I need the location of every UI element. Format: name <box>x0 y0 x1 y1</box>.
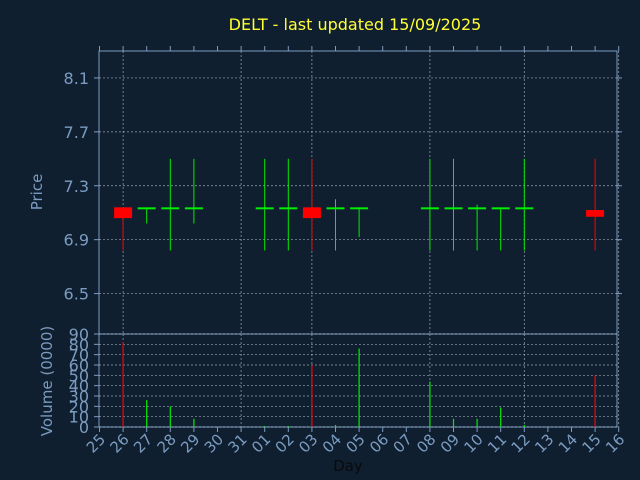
price-tick-label: 7.7 <box>64 123 89 142</box>
candle-body <box>444 207 463 210</box>
x-tick-label: 09 <box>437 430 463 456</box>
candle-body <box>491 207 510 210</box>
candle-body <box>420 207 439 210</box>
x-tick-label: 28 <box>154 430 180 456</box>
x-tick-label: 01 <box>248 430 274 456</box>
volume-tick-label: 10 <box>69 408 89 427</box>
x-tick-label: 14 <box>555 430 581 456</box>
x-tick-label: 08 <box>413 430 439 456</box>
volume-tick-label: 30 <box>69 387 89 406</box>
x-tick-label: 05 <box>342 430 368 456</box>
x-tick-label: 16 <box>602 430 628 456</box>
x-axis: 2526272829303101020304050607080910111213… <box>83 46 628 457</box>
volume-tick-label: 0 <box>79 418 89 437</box>
x-tick-label: 10 <box>460 430 486 456</box>
price-tick-label: 7.3 <box>64 177 89 196</box>
candle-body <box>468 207 487 210</box>
price-tick-label: 8.1 <box>64 69 89 88</box>
candle-body <box>255 207 274 210</box>
x-tick-label: 12 <box>508 430 534 456</box>
x-tick-label: 13 <box>531 430 557 456</box>
candle-body <box>137 207 156 210</box>
volume-tick-label: 90 <box>69 325 89 344</box>
price-axis: 6.5 6.9 7.3 7.7 8.1 <box>64 69 622 304</box>
candle-body <box>279 207 298 210</box>
price-axis-label: Price <box>28 174 46 211</box>
volume-bars <box>122 342 596 427</box>
candle-body <box>184 207 203 210</box>
volume-tick-label: 20 <box>69 397 89 416</box>
candle-body <box>586 210 605 217</box>
x-tick-label: 31 <box>224 430 250 456</box>
x-tick-label: 15 <box>578 430 604 456</box>
volume-tick-label: 50 <box>69 366 89 385</box>
x-tick-label: 11 <box>484 430 510 456</box>
volume-axis-label: Volume (0000) <box>38 326 56 436</box>
candle-body <box>302 207 321 219</box>
candle-body <box>515 207 534 210</box>
price-tick-label: 6.5 <box>64 285 89 304</box>
price-grid <box>99 51 620 334</box>
volume-plot-area <box>98 333 618 428</box>
x-tick-label: 03 <box>295 430 321 456</box>
chart-title: DELT - last updated 15/09/2025 <box>229 15 482 34</box>
x-axis-label: Day <box>333 457 363 475</box>
volume-tick-label: 70 <box>69 346 89 365</box>
x-tick-label: 29 <box>177 430 203 456</box>
candle-body <box>114 207 133 219</box>
candle-body <box>350 207 369 210</box>
volume-tick-label: 40 <box>69 377 89 396</box>
candle-body <box>326 207 345 210</box>
volume-tick-label: 60 <box>69 356 89 375</box>
x-tick-label: 26 <box>106 430 132 456</box>
price-plot-area <box>98 50 618 335</box>
x-tick-label: 02 <box>272 430 298 456</box>
x-tick-label: 30 <box>201 430 227 456</box>
x-tick-label: 04 <box>319 430 345 456</box>
x-tick-label: 07 <box>390 430 416 456</box>
candle-body <box>161 207 180 210</box>
price-tick-label: 6.9 <box>64 231 89 250</box>
x-tick-label: 27 <box>130 430 156 456</box>
volume-tick-label: 80 <box>69 335 89 354</box>
x-tick-label: 06 <box>366 430 392 456</box>
candles <box>114 158 605 251</box>
